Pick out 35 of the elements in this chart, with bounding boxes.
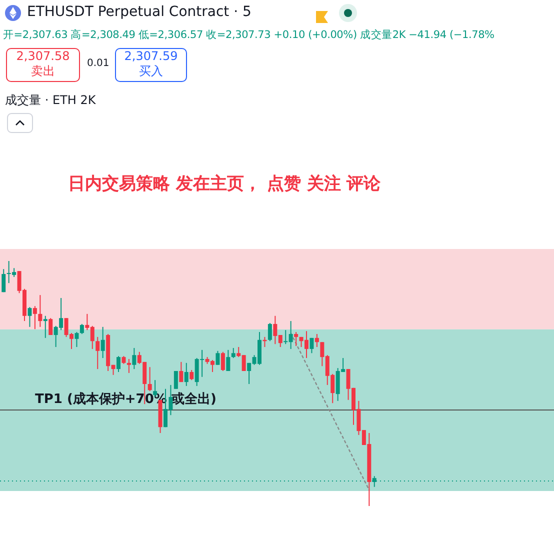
candlestick bbox=[80, 323, 84, 335]
candlestick bbox=[294, 332, 298, 347]
candlestick bbox=[220, 351, 225, 372]
candlestick bbox=[184, 362, 188, 386]
candlestick bbox=[216, 350, 220, 366]
candlestick bbox=[126, 358, 131, 374]
candlestick bbox=[74, 332, 79, 348]
candlestick bbox=[148, 366, 152, 392]
candlestick bbox=[231, 347, 236, 359]
candlestick bbox=[38, 294, 42, 328]
chart-title: ETHUSDT Perpetual Contract · 5 bbox=[27, 4, 252, 20]
text: 成交量 · ETH 2K bbox=[5, 92, 96, 109]
candlestick bbox=[32, 306, 37, 330]
candlestick bbox=[226, 349, 230, 372]
candlestick bbox=[43, 315, 48, 338]
text: 0.01 bbox=[87, 58, 110, 69]
candlestick bbox=[96, 336, 100, 370]
text: 日内交易策略 发在主页， 点赞 关注 评论 bbox=[68, 173, 381, 195]
text: 卖出 bbox=[31, 64, 55, 78]
text: 买入 bbox=[139, 64, 163, 78]
candlestick bbox=[179, 361, 184, 383]
candlestick bbox=[174, 370, 178, 390]
candlestick bbox=[268, 322, 272, 342]
text: 2,307.58 bbox=[16, 49, 70, 63]
candlestick bbox=[190, 370, 194, 381]
candlestick bbox=[310, 337, 314, 354]
candlestick bbox=[116, 356, 120, 372]
text: 开=2,307.63 高=2,308.49 低=2,306.57 收=2,307.73 +0.10 (+0.00%) 成交量2K −41.94 (−1.78% bbox=[3, 28, 494, 42]
candlestick bbox=[100, 326, 105, 359]
candlestick bbox=[48, 318, 53, 336]
candlestick bbox=[132, 347, 136, 370]
candlestick bbox=[2, 268, 6, 293]
candlestick bbox=[28, 306, 32, 328]
text: 2,307.59 bbox=[124, 49, 178, 63]
candlestick bbox=[314, 334, 319, 348]
